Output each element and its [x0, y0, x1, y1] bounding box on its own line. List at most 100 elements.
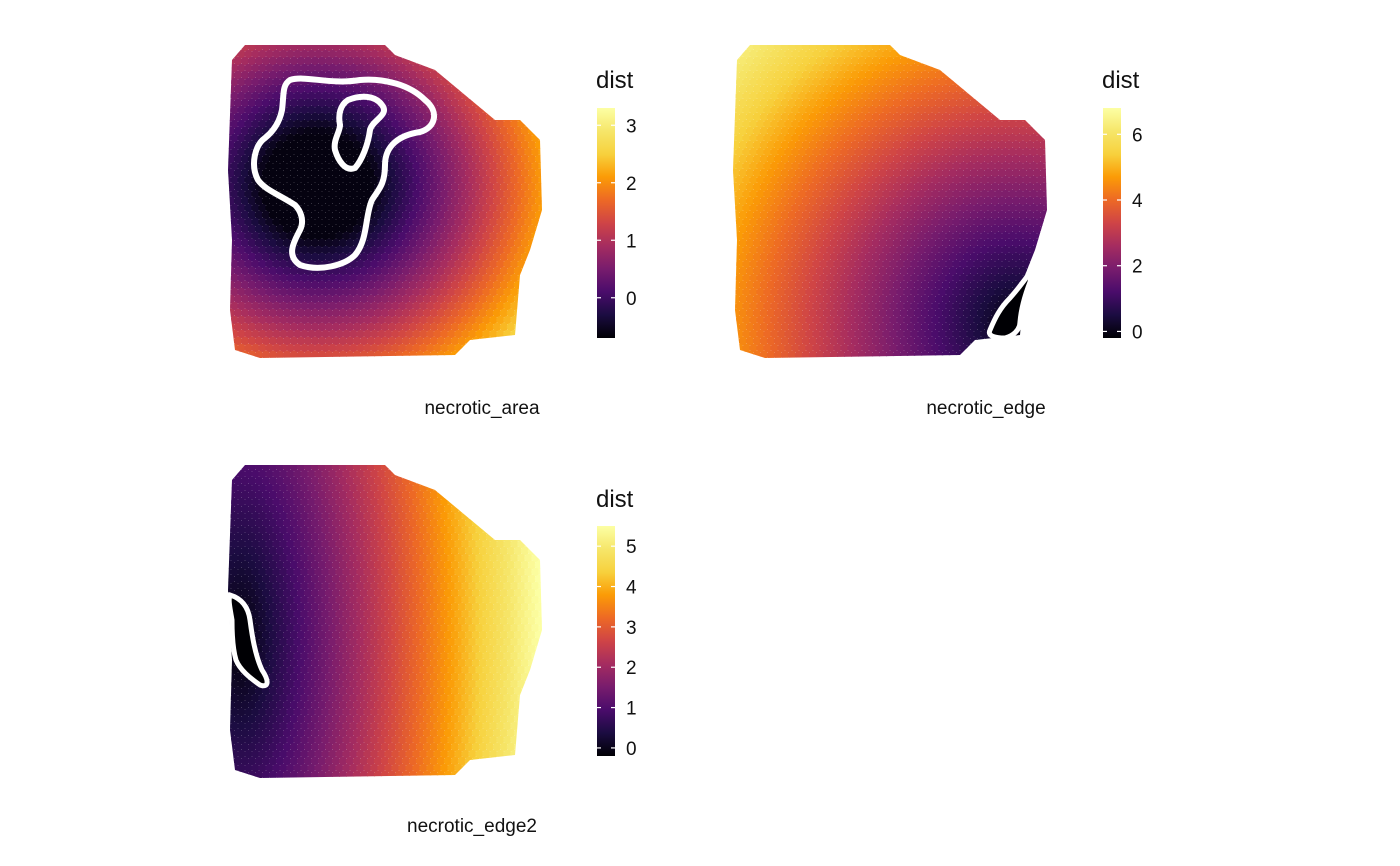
heat-cell-1: [275, 224, 285, 234]
heat-cell-1: [296, 350, 306, 358]
heat-cell-1: [321, 133, 330, 143]
heat-cell-3: [307, 456, 316, 465]
heat-cell-3: [443, 532, 453, 542]
heat-cell-3: [338, 490, 348, 500]
heat-cell-1: [412, 36, 421, 45]
heat-cell-1: [461, 217, 470, 227]
heat-cell-1: [251, 36, 260, 45]
heat-cell-2: [878, 196, 888, 206]
heat-cell-1: [419, 147, 428, 157]
heat-cell-2: [1039, 266, 1047, 276]
heat-cell-1: [240, 238, 250, 248]
heat-cell-1: [401, 322, 411, 332]
heat-cell-2: [875, 189, 884, 199]
heat-cell-3: [349, 497, 358, 507]
heat-cell-2: [812, 301, 821, 311]
heat-cell-2: [1018, 252, 1028, 262]
heat-cell-2: [1004, 140, 1014, 150]
heat-cell-1: [496, 36, 505, 45]
heat-cell-1: [293, 49, 302, 59]
heat-cell-1: [254, 238, 264, 248]
heat-cell-1: [342, 343, 351, 353]
heat-cell-1: [349, 343, 358, 353]
heat-cell-2: [959, 133, 968, 143]
heat-cell-1: [457, 350, 467, 358]
heat-cell-2: [906, 238, 916, 248]
heat-cell-1: [258, 315, 267, 325]
heat-cell-2: [829, 238, 839, 248]
heat-cell-2: [962, 168, 972, 178]
heat-cell-1: [244, 259, 253, 269]
heat-cell-2: [745, 56, 755, 66]
heat-cell-1: [398, 36, 407, 45]
heat-cell-3: [513, 504, 523, 514]
heat-cell-2: [822, 70, 832, 80]
heat-cell-1: [440, 91, 449, 101]
heat-cell-3: [247, 504, 257, 514]
heat-cell-1: [282, 168, 292, 178]
heat-cell-1: [307, 273, 316, 283]
heat-cell-1: [261, 98, 271, 108]
heat-cell-1: [345, 238, 355, 248]
heat-cell-2: [861, 49, 870, 59]
heat-cell-1: [303, 322, 313, 332]
heat-cell-2: [791, 315, 800, 325]
heat-cell-2: [875, 329, 884, 339]
heat-cell-3: [356, 456, 365, 465]
heat-cell-1: [331, 322, 341, 332]
heat-cell-2: [756, 175, 765, 185]
heat-cell-1: [310, 98, 320, 108]
heat-cell-1: [228, 238, 229, 248]
heat-cell-2: [826, 343, 835, 353]
heat-cell-1: [240, 45, 250, 52]
heat-cell-1: [293, 119, 302, 129]
heat-cell-2: [966, 329, 975, 339]
heat-cell-1: [366, 154, 376, 164]
heat-cell-2: [885, 140, 895, 150]
heat-cell-1: [454, 329, 463, 339]
heat-cell-1: [233, 84, 243, 94]
heat-cell-1: [380, 196, 390, 206]
heat-cell-2: [868, 287, 877, 297]
heat-cell-2: [749, 231, 758, 241]
heat-cell-2: [742, 105, 751, 115]
heat-cell-2: [815, 126, 825, 136]
heat-cell-1: [482, 217, 491, 227]
heat-cell-1: [534, 336, 542, 346]
heat-cell-2: [959, 357, 968, 358]
heat-cell-3: [328, 525, 337, 535]
heat-cell-2: [969, 168, 979, 178]
heat-cell-2: [889, 231, 898, 241]
heat-cell-1: [384, 245, 393, 255]
heat-cell-3: [454, 469, 463, 479]
heat-cell-2: [952, 36, 961, 45]
heat-cell-3: [289, 518, 299, 528]
heat-cell-2: [973, 259, 982, 269]
heat-cell-1: [471, 224, 481, 234]
heat-cell-1: [415, 238, 425, 248]
heat-cell-2: [738, 322, 748, 332]
heat-cell-2: [920, 70, 930, 80]
heat-cell-1: [398, 203, 407, 213]
heat-cell-2: [745, 84, 755, 94]
heat-cell-1: [401, 280, 411, 290]
heat-cell-1: [286, 91, 295, 101]
heat-cell-1: [464, 112, 474, 122]
heat-cell-3: [240, 476, 250, 486]
heat-cell-1: [450, 140, 460, 150]
heat-cell-1: [482, 301, 491, 311]
heat-cell-2: [829, 70, 839, 80]
heat-cell-1: [478, 98, 488, 108]
heat-cell-2: [752, 56, 762, 66]
heat-cell-2: [1029, 63, 1038, 73]
heat-cell-2: [843, 45, 853, 52]
heat-cell-1: [380, 126, 390, 136]
heat-cell-1: [321, 203, 330, 213]
heat-cell-3: [429, 518, 439, 528]
heat-cell-2: [952, 147, 961, 157]
heat-cell-2: [903, 329, 912, 339]
heat-cell-1: [524, 175, 533, 185]
heat-cell-1: [415, 154, 425, 164]
heat-cell-1: [419, 273, 428, 283]
heat-cell-1: [377, 231, 386, 241]
